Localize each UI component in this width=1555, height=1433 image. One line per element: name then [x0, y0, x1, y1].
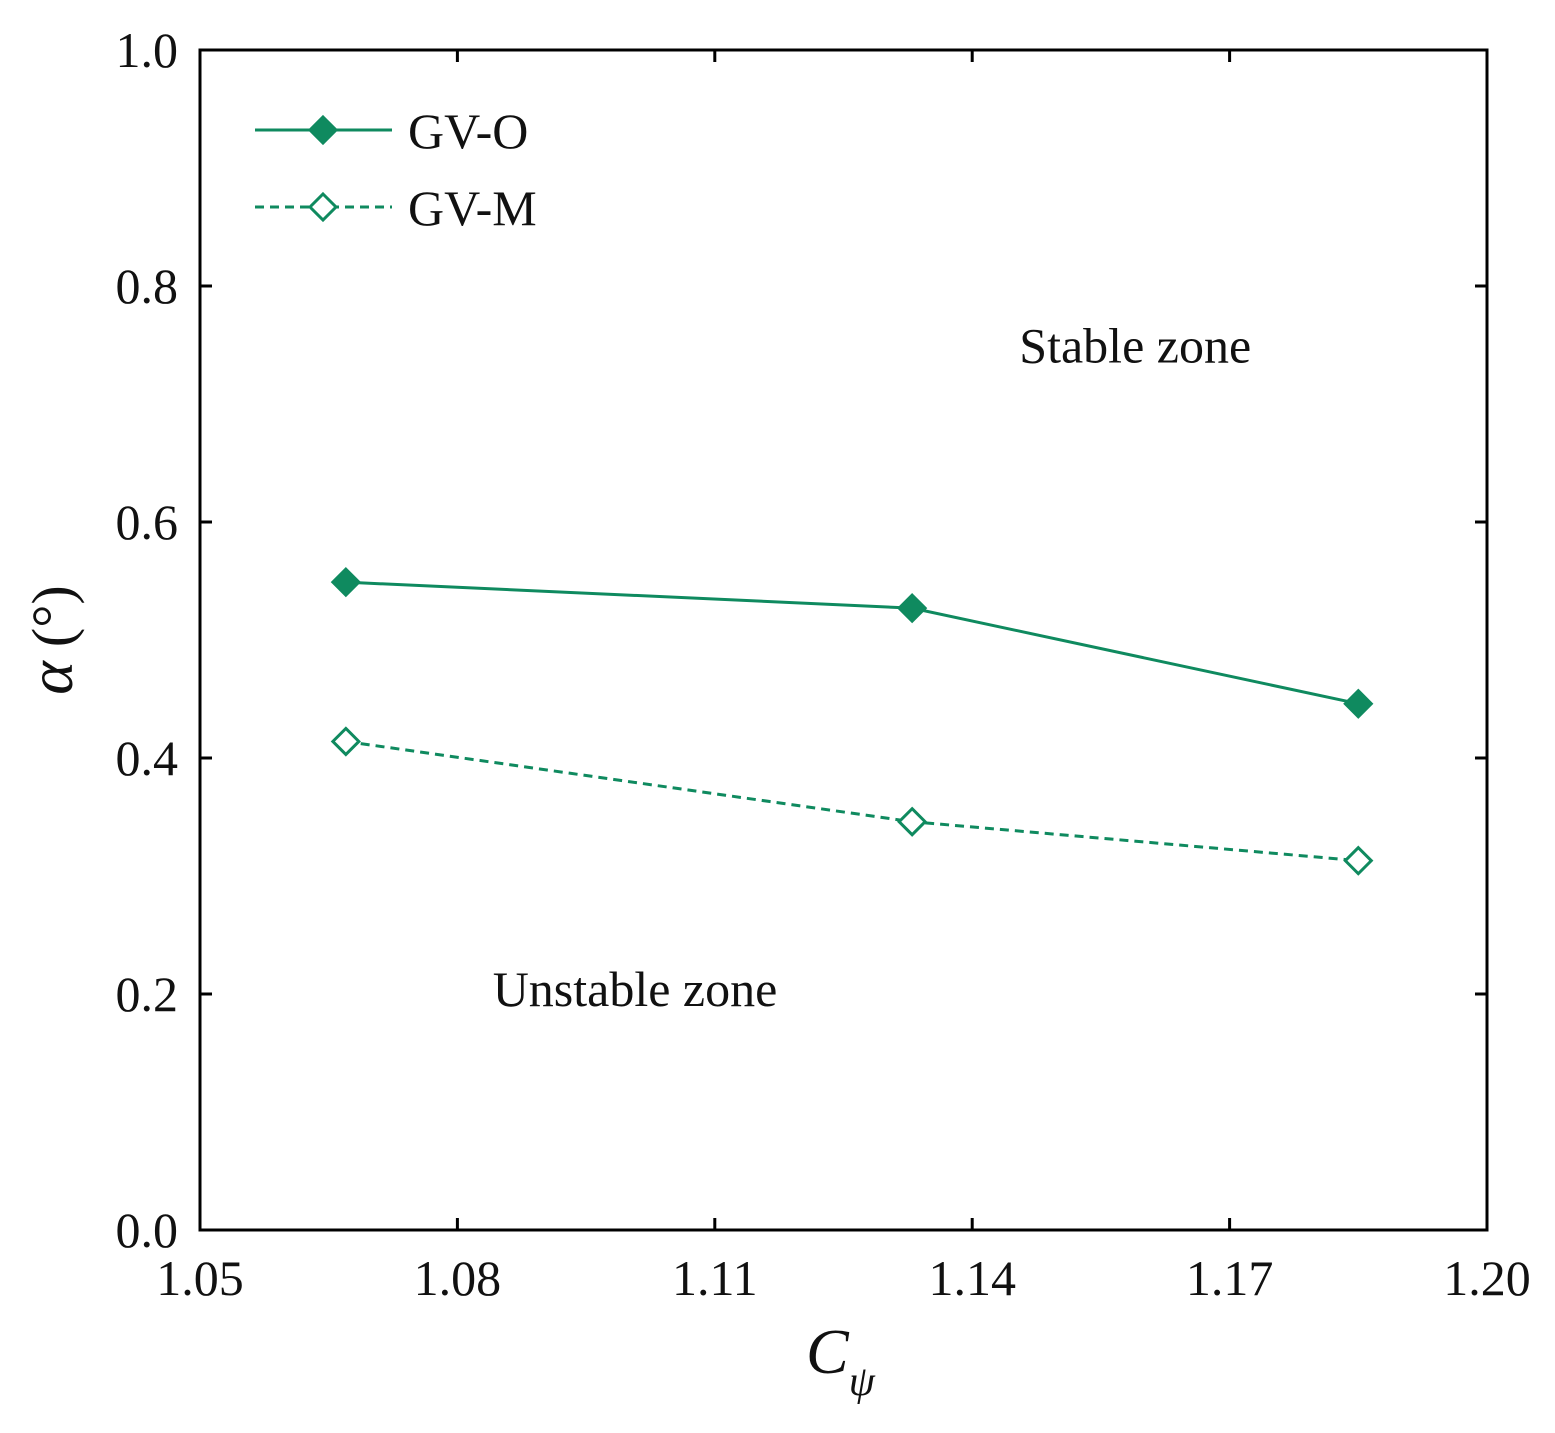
legend-label-gv-m: GV-M	[408, 180, 537, 236]
x-axis-title: Cψ	[806, 1316, 876, 1405]
y-axis-ticks: 0.0 0.2 0.4 0.6 0.8 1.0	[116, 22, 1487, 1258]
legend-marker-gv-o	[307, 114, 339, 146]
x-tick-label: 1.11	[672, 1250, 758, 1306]
series-line-gv-o	[345, 580, 1359, 706]
data-point-gv-m	[1343, 845, 1374, 876]
x-axis-title-subscript: ψ	[849, 1359, 876, 1405]
x-axis-ticks: 1.05 1.08 1.11 1.14 1.17 1.20	[156, 50, 1531, 1306]
legend: GV-O GV-M	[255, 103, 537, 236]
data-point-gv-m	[897, 806, 928, 837]
y-tick-label: 0.8	[116, 258, 179, 314]
y-tick-label: 0.2	[116, 966, 179, 1022]
x-tick-label: 1.08	[414, 1250, 502, 1306]
y-axis-title: α (°)	[15, 585, 86, 694]
data-point-gv-m	[330, 726, 361, 757]
series-line-gv-m	[345, 739, 1359, 863]
legend-marker-gv-m	[307, 191, 339, 223]
y-axis-title-unit: (°)	[20, 585, 85, 647]
x-tick-label: 1.05	[156, 1250, 244, 1306]
data-point-gv-o	[897, 593, 928, 624]
x-tick-label: 1.20	[1443, 1250, 1531, 1306]
y-tick-label: 1.0	[116, 22, 179, 78]
y-tick-label: 0.4	[116, 730, 179, 786]
legend-label-gv-o: GV-O	[408, 103, 528, 159]
y-tick-label: 0.6	[116, 494, 179, 550]
zone-annotation: Stable zone	[1019, 318, 1251, 374]
y-axis-title-symbol: α	[15, 660, 86, 695]
data-point-gv-o	[1343, 688, 1374, 719]
x-axis-title-main: C	[806, 1316, 850, 1387]
x-tick-label: 1.17	[1186, 1250, 1274, 1306]
plot-frame	[198, 48, 1489, 1232]
data-point-gv-o	[330, 567, 361, 598]
annotations: Stable zone Unstable zone	[493, 318, 1251, 1017]
x-tick-label: 1.14	[928, 1250, 1016, 1306]
series-layer	[330, 567, 1374, 876]
y-tick-label: 0.0	[116, 1202, 179, 1258]
zone-annotation: Unstable zone	[493, 961, 778, 1017]
